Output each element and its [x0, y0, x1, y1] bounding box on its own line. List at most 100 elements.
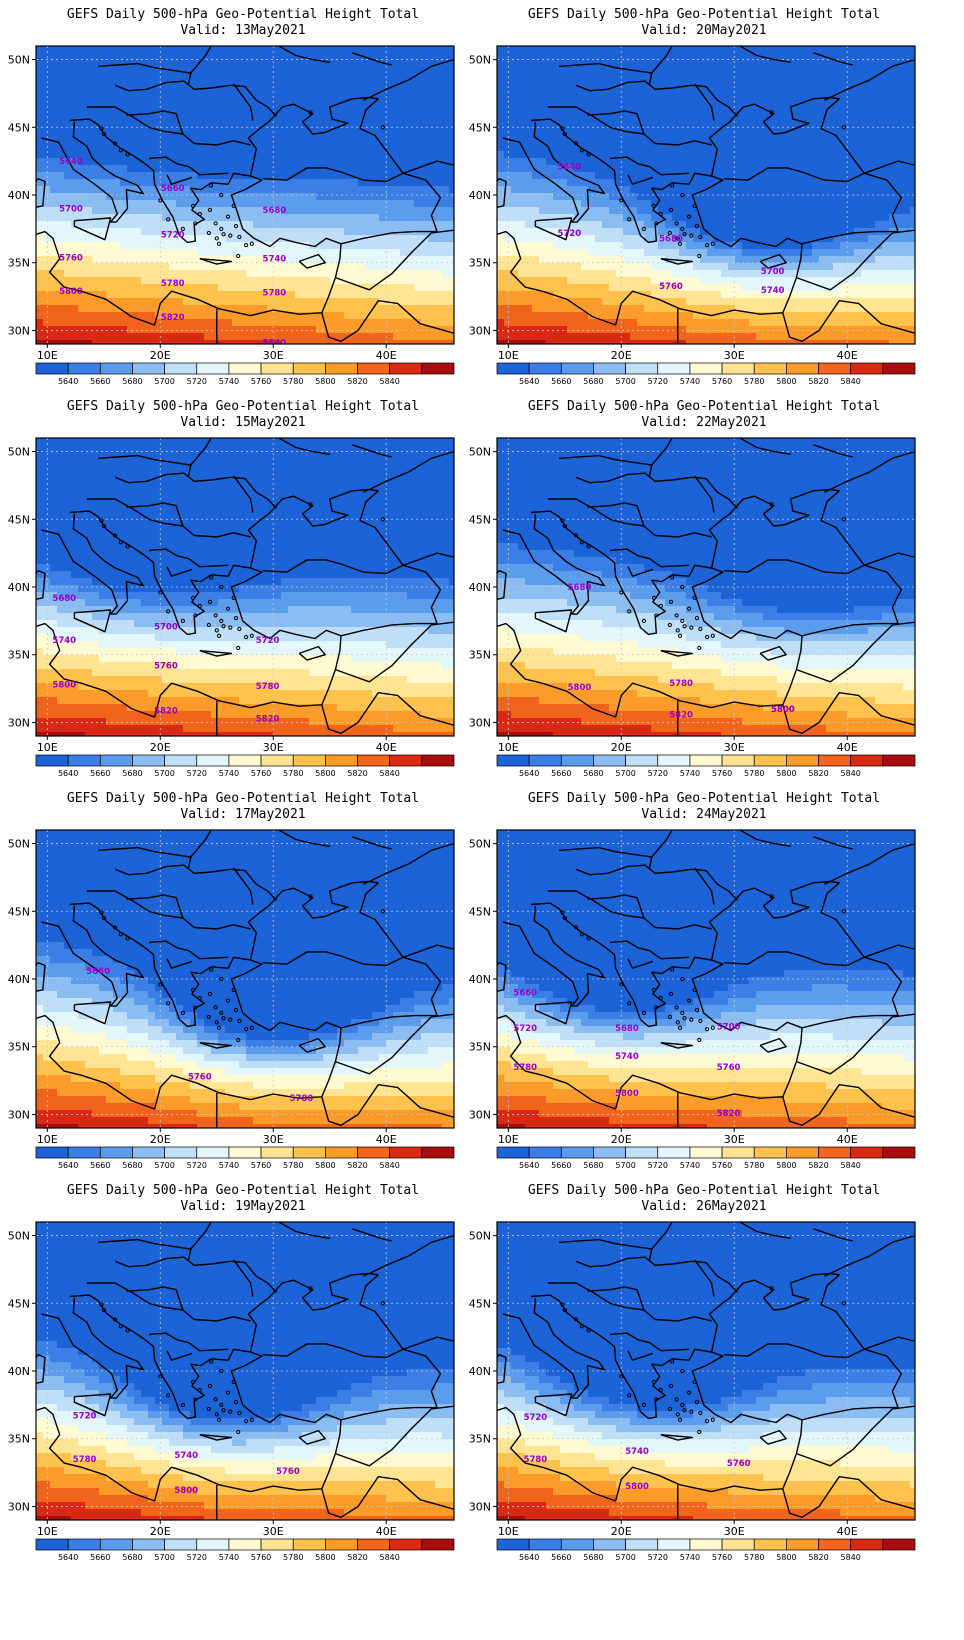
lon-tick-label: 10E	[37, 741, 58, 754]
coastline	[801, 230, 899, 245]
island	[680, 584, 685, 590]
coastline	[824, 58, 915, 101]
island	[216, 241, 222, 246]
coastline	[114, 864, 278, 901]
lat-tick-label: 30N	[469, 324, 491, 337]
contour-label: 5800	[771, 705, 795, 715]
island	[197, 995, 202, 1001]
coastline	[340, 1014, 438, 1029]
island	[206, 1406, 211, 1412]
colorbar-label: 5800	[776, 1161, 796, 1170]
island	[560, 518, 565, 523]
colorbar-label: 5680	[583, 1553, 603, 1562]
island	[207, 1383, 213, 1389]
lon-tick-label: 30E	[724, 1525, 745, 1538]
colorbar-label: 5840	[380, 1161, 400, 1170]
coastline	[782, 692, 915, 734]
coastline	[863, 172, 903, 232]
lat-tick-label: 45N	[8, 1297, 30, 1310]
island	[562, 915, 567, 921]
island	[668, 207, 674, 212]
island	[219, 1402, 224, 1407]
coastline	[41, 905, 145, 1007]
coastline	[36, 622, 322, 718]
coastline	[708, 880, 865, 967]
coastline	[199, 258, 233, 265]
colorbar-swatch	[325, 362, 358, 375]
colorbar-label: 5660	[551, 1161, 571, 1170]
colorbar-label: 5820	[808, 1553, 828, 1562]
colorbar-swatch	[292, 754, 326, 767]
colorbar-swatch	[850, 1146, 884, 1159]
island	[221, 1408, 226, 1413]
coastline	[340, 1406, 438, 1421]
island	[692, 987, 697, 992]
map-title: GEFS Daily 500-hPa Geo-Potential Height …	[67, 399, 419, 414]
coastline	[148, 940, 229, 960]
colorbar-label: 5700	[154, 377, 174, 386]
island	[705, 1027, 710, 1032]
island	[219, 192, 224, 198]
lat-tick-label: 30N	[8, 324, 30, 337]
coastline	[363, 450, 454, 493]
colorbar-swatch	[164, 1146, 198, 1159]
coastline	[126, 110, 184, 135]
colorbar-swatch	[528, 1146, 562, 1159]
island	[562, 1307, 567, 1313]
colorbar-label: 5660	[90, 1553, 110, 1562]
island	[675, 1412, 680, 1417]
colorbar: 5640 5660 5680 5700 5720 5740 5760 5780 5800 5820…	[35, 362, 455, 386]
lat-tick-label: 30N	[469, 1108, 491, 1121]
island	[101, 131, 106, 137]
lon-tick-label: 40E	[837, 1525, 858, 1538]
coastline	[587, 1286, 645, 1311]
colorbar-label: 5800	[315, 377, 335, 386]
map-panel: GEFS Daily 500-hPa Geo-Potential Height …	[8, 1183, 455, 1562]
island	[236, 253, 241, 259]
colorbar-label: 5820	[808, 769, 828, 778]
coastline	[233, 475, 254, 513]
lat-tick-label: 40N	[469, 973, 491, 986]
height-field: 5640 5680 5700 5720 5760 5740	[497, 46, 915, 344]
contour-label: 5760	[59, 253, 83, 263]
colorbar-label: 5800	[776, 377, 796, 386]
contour-label: 5840	[263, 339, 287, 349]
colorbar-swatch	[196, 1146, 230, 1159]
lat-tick-label: 50N	[8, 838, 30, 851]
colorbar-label: 5780	[744, 1553, 764, 1562]
island	[213, 221, 218, 226]
coastline	[559, 830, 673, 858]
colorbar-swatch	[560, 362, 594, 375]
map-title: GEFS Daily 500-hPa Geo-Potential Height …	[67, 1183, 419, 1198]
island	[166, 1393, 171, 1398]
island	[670, 967, 675, 972]
contour-label: 5700	[717, 1022, 741, 1032]
coastline	[609, 156, 690, 176]
colorbar-swatch	[196, 362, 230, 375]
island	[193, 1005, 198, 1010]
colorbar: 5640 5660 5680 5700 5720 5740 5760 5780 5800 5820…	[496, 1538, 916, 1562]
island	[231, 1379, 236, 1384]
island	[125, 936, 130, 941]
coastline	[247, 880, 404, 967]
coastline	[497, 570, 507, 600]
island	[573, 141, 579, 146]
island	[214, 1412, 219, 1417]
island	[619, 982, 624, 987]
colorbar-swatch	[528, 1538, 562, 1551]
island	[694, 224, 700, 229]
colorbar-swatch	[35, 362, 69, 375]
coastline	[98, 438, 212, 466]
coastline	[148, 156, 229, 176]
coastline	[547, 106, 712, 146]
contour-label: 5700	[59, 205, 83, 215]
contour-label: 5760	[659, 282, 683, 292]
lat-tick-label: 40N	[8, 973, 30, 986]
island	[236, 645, 241, 651]
lat-tick-label: 40N	[8, 189, 30, 202]
island	[619, 590, 624, 595]
lon-tick-label: 40E	[837, 741, 858, 754]
colorbar-swatch	[164, 754, 198, 767]
island	[682, 624, 687, 629]
